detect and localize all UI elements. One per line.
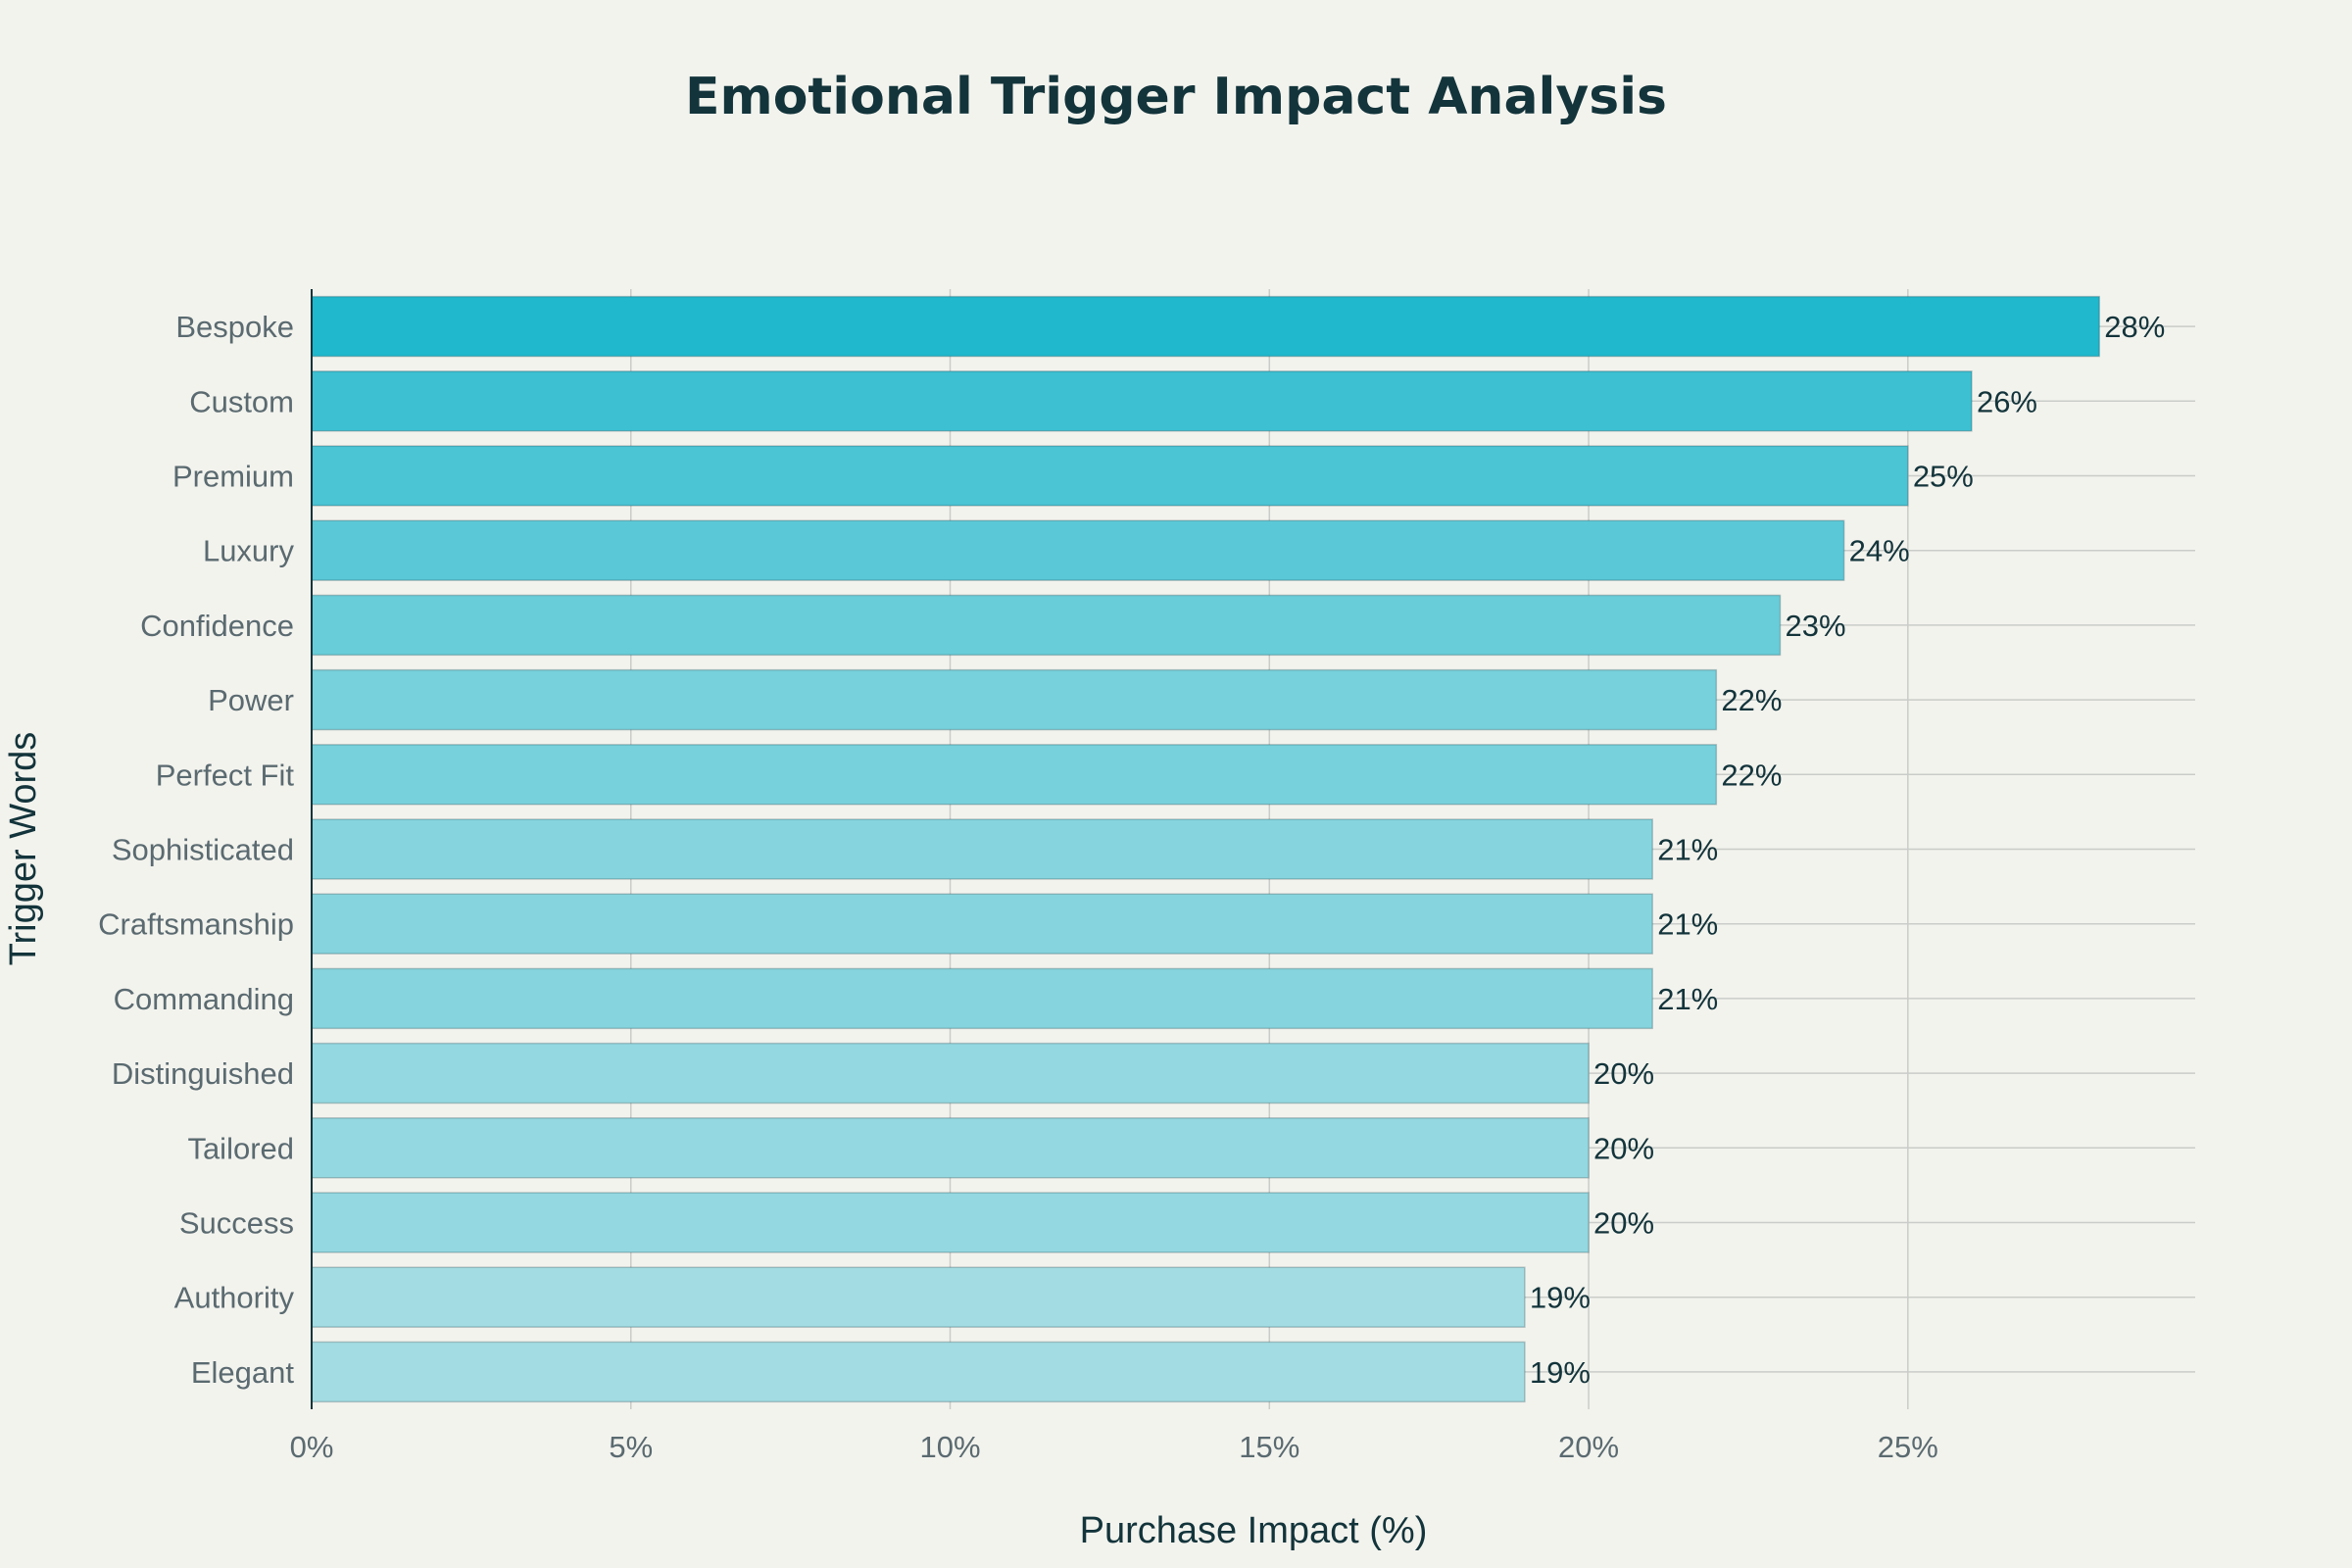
bar [311, 744, 1718, 806]
bar [311, 519, 1845, 581]
bar [311, 1117, 1590, 1179]
y-tick-label: Confidence [140, 609, 294, 643]
x-axis-title: Purchase Impact (%) [1080, 1510, 1428, 1551]
chart-title: Emotional Trigger Impact Analysis [685, 68, 1667, 126]
y-tick-label: Success [179, 1206, 294, 1241]
bar-value-label: 25% [1913, 460, 1974, 494]
x-axis-ticks: 0% 5% 10% 15% 20% 25% [290, 1430, 1938, 1464]
x-tick-label: 0% [290, 1430, 334, 1464]
bar-value-label: 26% [1977, 384, 2037, 418]
bar [311, 1042, 1590, 1104]
bars [311, 295, 2101, 1403]
bar [311, 818, 1653, 880]
x-tick-label: 20% [1558, 1430, 1619, 1464]
y-tick-label: Bespoke [175, 310, 294, 344]
x-tick-label: 25% [1878, 1430, 1938, 1464]
y-tick-label: Sophisticated [112, 833, 294, 867]
bar [311, 967, 1653, 1030]
x-tick-label: 10% [920, 1430, 981, 1464]
bar [311, 893, 1653, 955]
y-tick-label: Distinguished [112, 1056, 294, 1091]
bar-value-label: 19% [1530, 1355, 1591, 1390]
bar [311, 594, 1782, 657]
data-labels: 28% 26% 25% 24% 23% 22% 22% 21% 21% 21% 20% 20% 20% 1… [1530, 310, 2165, 1390]
bar-value-label: 20% [1593, 1206, 1654, 1241]
y-tick-label: Power [208, 683, 294, 717]
y-tick-label: Perfect Fit [156, 758, 295, 792]
bar-value-label: 20% [1593, 1056, 1654, 1091]
y-tick-label: Premium [172, 460, 294, 494]
bar-value-label: 21% [1657, 907, 1718, 942]
x-tick-label: 5% [609, 1430, 653, 1464]
bar-value-label: 22% [1721, 683, 1782, 717]
bar-value-label: 23% [1786, 609, 1846, 643]
bar-value-label: 19% [1530, 1281, 1591, 1315]
y-tick-label: Commanding [114, 982, 294, 1016]
y-tick-label: Tailored [187, 1131, 294, 1165]
bar [311, 1192, 1590, 1253]
y-tick-label: Elegant [191, 1355, 295, 1390]
bar-value-label: 21% [1657, 982, 1718, 1016]
bar [311, 370, 1973, 432]
y-tick-label: Authority [174, 1281, 295, 1315]
bar [311, 445, 1909, 507]
y-axis-title: Trigger Words [3, 732, 44, 966]
bar [311, 668, 1718, 731]
bar-value-label: 21% [1657, 833, 1718, 867]
y-axis-ticks: Bespoke Custom Premium Luxury Confidence Powe… [98, 310, 294, 1390]
bar [311, 1341, 1526, 1403]
bar [311, 295, 2101, 358]
bar-value-label: 28% [2104, 310, 2165, 344]
y-tick-label: Craftsmanship [98, 907, 294, 942]
bar-value-label: 20% [1593, 1131, 1654, 1165]
y-tick-label: Luxury [203, 534, 295, 568]
bar-value-label: 24% [1849, 534, 1910, 568]
y-tick-label: Custom [189, 384, 294, 418]
x-tick-label: 15% [1239, 1430, 1299, 1464]
bar [311, 1266, 1526, 1328]
bar-value-label: 22% [1721, 758, 1782, 792]
